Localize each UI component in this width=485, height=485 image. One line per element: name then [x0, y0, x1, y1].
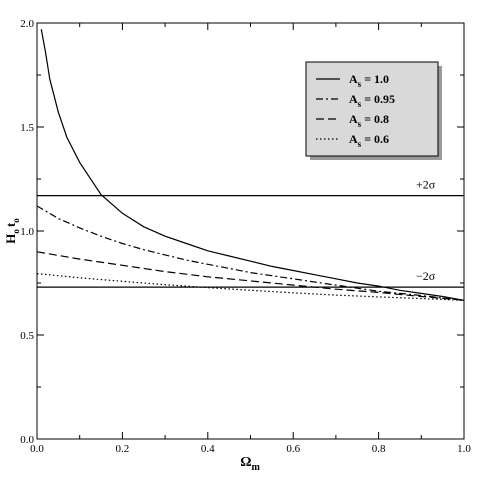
y-tick-label: 0.0 — [20, 434, 34, 446]
y-axis-label-main: H — [3, 234, 18, 244]
legend-label-2: As = 0.8 — [349, 112, 389, 129]
series-line-0 — [40, 29, 465, 301]
legend-label-sub: s — [358, 139, 362, 149]
y-tick-label: 0.5 — [20, 330, 34, 342]
legend-label-value: = 0.8 — [364, 112, 389, 126]
x-tick-label: 0.4 — [201, 443, 215, 455]
x-axis-label-main: Ω — [240, 455, 251, 470]
ticks: 0.0 0.2 0.4 0.6 0.8 1.0 0.0 0.5 1.0 1.5 2.0 — [20, 18, 471, 455]
y-axis-label-sub1: o — [11, 229, 21, 234]
reference-lines: +2σ −2σ — [37, 178, 464, 288]
y-axis-label-sub2: o — [11, 218, 21, 223]
legend-box — [305, 61, 439, 157]
reference-line-label-0: +2σ — [416, 178, 436, 192]
series-group — [36, 29, 465, 301]
series-line-2 — [36, 251, 465, 301]
legend-label-0: As = 1.0 — [349, 72, 389, 89]
legend-label-value: = 1.0 — [364, 72, 389, 86]
y-tick-label: 1.5 — [20, 122, 34, 134]
y-axis-label-mid: t — [3, 222, 18, 227]
x-axis-label-sub: m — [251, 462, 260, 473]
reference-line-label-1: −2σ — [416, 269, 436, 283]
y-tick-label: 2.0 — [20, 18, 34, 30]
legend-label-main: A — [349, 112, 358, 126]
x-tick-label: 0.8 — [372, 443, 386, 455]
legend-label-1: As = 0.95 — [349, 92, 395, 109]
legend-label-value: = 0.95 — [364, 92, 395, 106]
x-tick-label: 0.0 — [30, 443, 44, 455]
y-axis-label: Hoto — [3, 218, 21, 244]
legend-label-sub: s — [358, 79, 362, 89]
legend-label-sub: s — [358, 119, 362, 129]
legend-label-main: A — [349, 132, 358, 146]
series-line-1 — [36, 205, 465, 301]
y-tick-label: 1.0 — [20, 226, 34, 238]
series-line-3 — [36, 273, 465, 301]
legend-label-main: A — [349, 92, 358, 106]
x-axis-label: Ωm — [240, 455, 260, 473]
x-tick-label: 0.6 — [286, 443, 300, 455]
x-tick-label: 1.0 — [457, 443, 471, 455]
legend-label-value: = 0.6 — [364, 132, 389, 146]
legend-label-main: A — [349, 72, 358, 86]
legend-label-sub: s — [358, 99, 362, 109]
x-tick-label: 0.2 — [116, 443, 130, 455]
legend-label-3: As = 0.6 — [349, 132, 389, 149]
